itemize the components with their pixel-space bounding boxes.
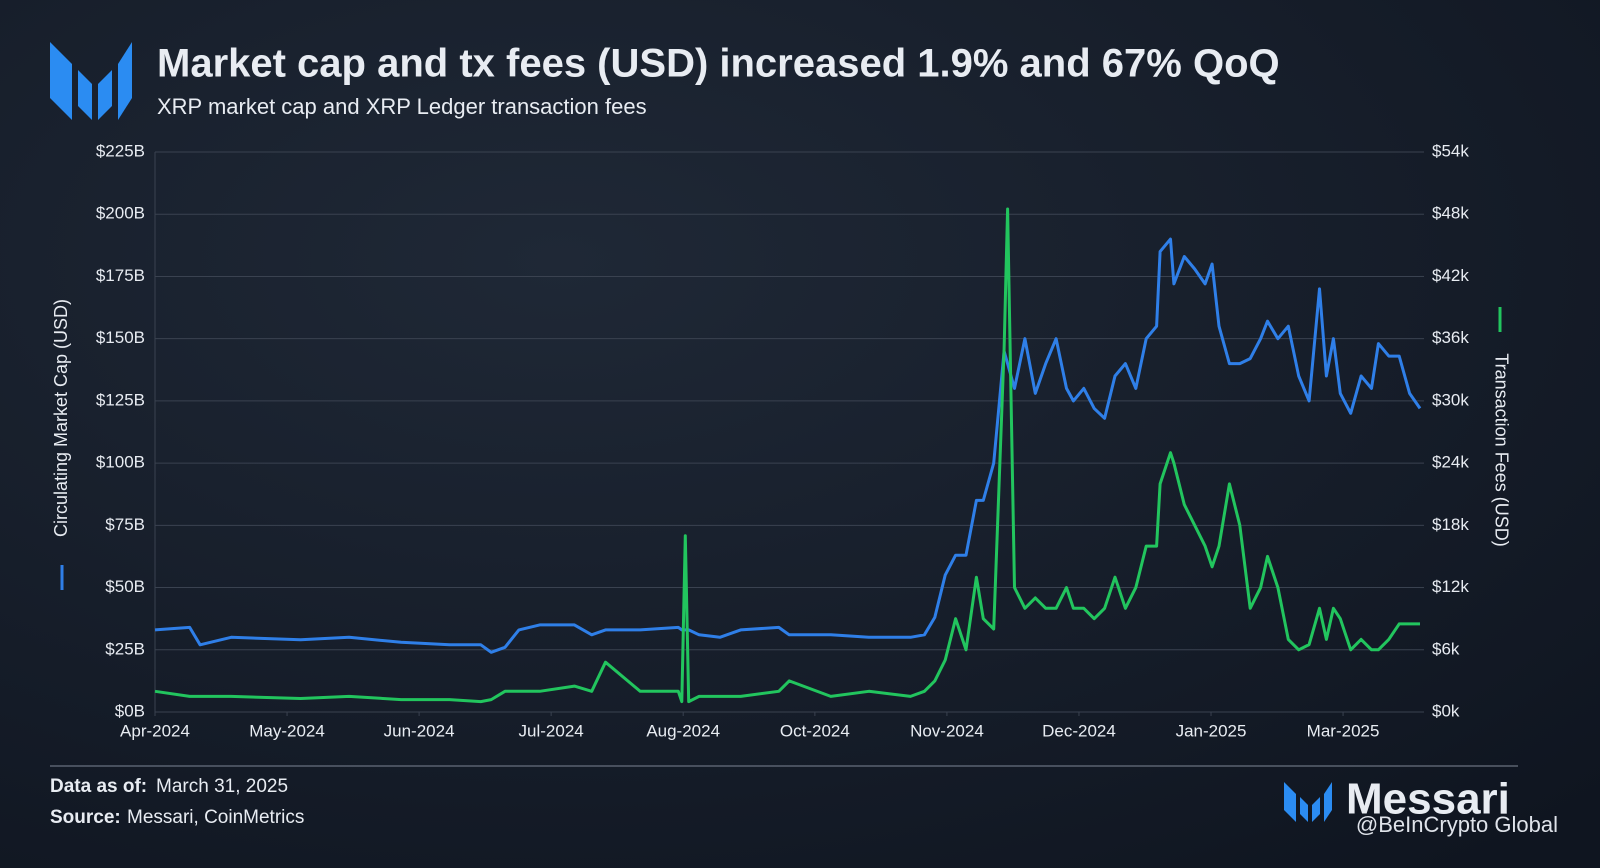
y2-tick-label: $6k: [1432, 639, 1460, 658]
x-tick-label: Jul-2024: [519, 721, 584, 740]
y2-tick-label: $18k: [1432, 515, 1469, 534]
y-tick-label: $25B: [105, 639, 145, 658]
x-tick-label: Oct-2024: [780, 721, 850, 740]
y-tick-label: $125B: [96, 390, 145, 409]
date-label: Data as of:: [50, 776, 147, 797]
x-tick-label: Jun-2024: [384, 721, 455, 740]
x-tick-label: Aug-2024: [646, 721, 720, 740]
date: March 31, 2025: [156, 776, 288, 797]
chart-title: Market cap and tx fees (USD) increased 1…: [157, 42, 1280, 86]
y-axis-label: Circulating Market Cap (USD): [51, 299, 71, 537]
source: Messari, CoinMetrics: [127, 807, 304, 828]
y2-tick-label: $30k: [1432, 390, 1469, 409]
brand-logo: [1284, 782, 1332, 822]
y2-tick-label: $0k: [1432, 701, 1460, 720]
y-tick-label: $175B: [96, 266, 145, 285]
watermark: @BeInCrypto Global: [1356, 812, 1558, 837]
y2-tick-label: $12k: [1432, 577, 1469, 596]
x-tick-label: Jan-2025: [1176, 721, 1247, 740]
logo: [50, 42, 132, 120]
brand: Messari: [1346, 775, 1510, 824]
y-tick-label: $100B: [96, 453, 145, 472]
series-line: [154, 237, 1422, 654]
x-tick-label: Apr-2024: [120, 721, 190, 740]
y-tick-label: $200B: [96, 204, 145, 223]
source-label: Source:: [50, 807, 121, 828]
y2-tick-label: $42k: [1432, 266, 1469, 285]
y-tick-label: $225B: [96, 141, 145, 160]
x-tick-label: Mar-2025: [1307, 721, 1380, 740]
series-line: [154, 207, 1420, 704]
x-tick-label: Dec-2024: [1042, 721, 1116, 740]
y-tick-label: $150B: [96, 328, 145, 347]
y2-tick-label: $24k: [1432, 453, 1469, 472]
x-tick-label: May-2024: [249, 721, 325, 740]
y-tick-label: $0B: [115, 701, 145, 720]
y-tick-label: $50B: [105, 577, 145, 596]
y2-tick-label: $48k: [1432, 204, 1469, 223]
y2-tick-label: $36k: [1432, 328, 1469, 347]
x-tick-label: Nov-2024: [910, 721, 984, 740]
y2-axis-label: Transaction Fees (USD): [1491, 353, 1511, 546]
y-tick-label: $75B: [105, 515, 145, 534]
chart-subtitle: XRP market cap and XRP Ledger transactio…: [157, 94, 647, 119]
y2-tick-label: $54k: [1432, 141, 1469, 160]
